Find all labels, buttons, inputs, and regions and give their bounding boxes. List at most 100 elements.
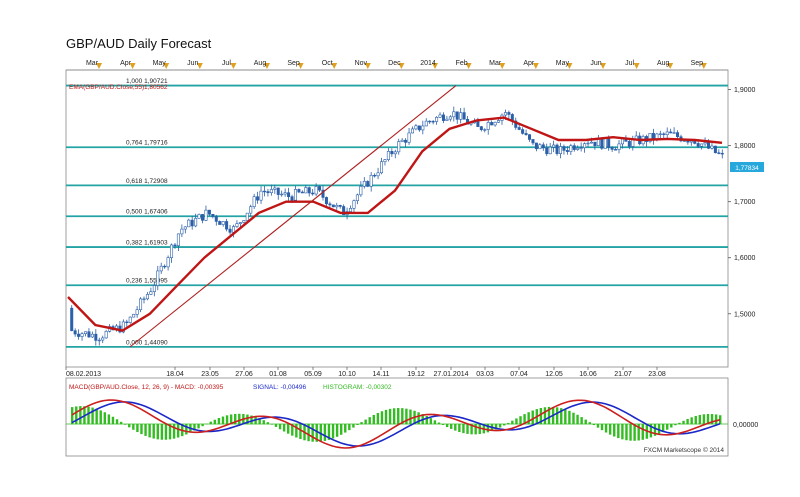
month-marker-icon (264, 63, 270, 69)
candle-body (311, 192, 315, 195)
candle-body (689, 140, 693, 143)
last-price-badge-box (730, 162, 764, 172)
month-marker-icon (331, 63, 338, 69)
price-axis: 1,9000 1,8000 1,7000 1,6000 1,5000 (728, 87, 756, 318)
month-marker-icon (667, 63, 674, 69)
histogram-bar (156, 424, 159, 440)
date-axis-tick-label: 27.01.2014 (433, 371, 468, 378)
histogram-bar (523, 414, 526, 425)
candle-body (448, 116, 452, 120)
histogram-bar (311, 424, 314, 442)
histogram-bar (657, 424, 661, 434)
candle-body (552, 144, 556, 148)
candle-body (562, 146, 566, 151)
candle-body (359, 186, 363, 196)
ema-line (67, 116, 723, 332)
histogram-bar (600, 424, 604, 431)
histogram-bar (702, 414, 706, 425)
candle-body (73, 330, 77, 335)
candle-body (528, 134, 532, 140)
fib-level-label: 0,000 1,44090 (126, 339, 168, 346)
histogram-bar (307, 424, 310, 442)
date-axis-tick-label: 12.05 (545, 371, 563, 378)
candle-body (242, 220, 246, 223)
fib-level-label: 0,500 1,67406 (126, 209, 168, 216)
date-axis-tick-label: 05.09 (304, 371, 322, 378)
candle-body (700, 143, 704, 147)
candle-body (717, 152, 721, 154)
candle-body (287, 192, 291, 197)
date-axis-tick-label: 07.04 (510, 371, 528, 378)
candle-body (579, 147, 583, 149)
top-axis-month-label: Mar (86, 60, 99, 67)
top-axis-month-label: Jun (187, 60, 198, 67)
histogram-bar (193, 424, 196, 431)
candle-body (620, 138, 624, 145)
candle-body (441, 114, 445, 121)
candle-body (672, 132, 676, 134)
candle-body (693, 140, 697, 144)
candle-body (576, 147, 580, 150)
histogram-bar (115, 419, 119, 425)
candle-body (269, 189, 273, 194)
histogram-bar (278, 424, 282, 430)
histogram-bar (291, 424, 294, 436)
candle-body (207, 209, 211, 215)
top-axis-month-label: Mar (489, 60, 502, 67)
candle-body (483, 129, 487, 131)
histogram-bar (621, 424, 624, 440)
histogram-bar (282, 424, 286, 432)
histogram-bar (372, 414, 375, 425)
histogram-bar (409, 409, 412, 425)
candle-body (101, 337, 105, 341)
candle-body (328, 203, 332, 206)
candle-body (190, 219, 194, 227)
top-axis-month-label: Jul (222, 60, 231, 67)
histogram-bar (417, 412, 420, 425)
month-marker-icon (465, 63, 472, 69)
candle-body (135, 309, 139, 315)
candle-body (507, 112, 511, 115)
candle-body (390, 151, 394, 155)
histogram-bar (474, 424, 477, 435)
histogram-bar (168, 424, 172, 440)
histogram-bar (608, 424, 612, 435)
candle-body (517, 127, 521, 130)
candle-body (720, 152, 724, 155)
macd-signal-line (71, 401, 721, 447)
histogram-bar (152, 424, 155, 439)
candle-body (180, 228, 184, 235)
candle-body (376, 172, 380, 177)
candle-body (397, 141, 401, 153)
histogram-bar (128, 424, 131, 428)
histogram-bar (670, 424, 673, 428)
top-axis-month-label: 2014 (420, 60, 436, 67)
fib-level-label: 0,764 1,79716 (126, 140, 168, 147)
candle-body (713, 145, 717, 154)
macd-axis-tick: 0,00000 (733, 422, 758, 429)
histogram-bar (287, 424, 290, 434)
histogram-bar (360, 422, 363, 425)
histogram-bar (666, 424, 669, 430)
candle-body (600, 138, 604, 149)
candle-body (173, 244, 177, 247)
histogram-bar (132, 424, 135, 430)
candle-body (476, 121, 480, 127)
fib-level-label: 0,382 1,61903 (126, 240, 168, 247)
signal-legend-label: SIGNAL: -0,00496 (253, 384, 306, 391)
candle-body (194, 218, 198, 227)
candle-body (486, 122, 490, 130)
histogram-bar (690, 417, 693, 425)
histogram-bar (637, 424, 640, 441)
histogram-bar (348, 424, 351, 431)
candle-body (428, 120, 432, 123)
candle-body (280, 193, 284, 196)
histogram-bar (584, 419, 587, 425)
candle-body (383, 159, 387, 163)
candle-body (290, 196, 294, 201)
candle-body (435, 117, 439, 122)
candle-body (335, 205, 339, 208)
histogram-bar (95, 408, 98, 425)
histogram-bar (429, 418, 433, 425)
candle-body (187, 219, 191, 228)
